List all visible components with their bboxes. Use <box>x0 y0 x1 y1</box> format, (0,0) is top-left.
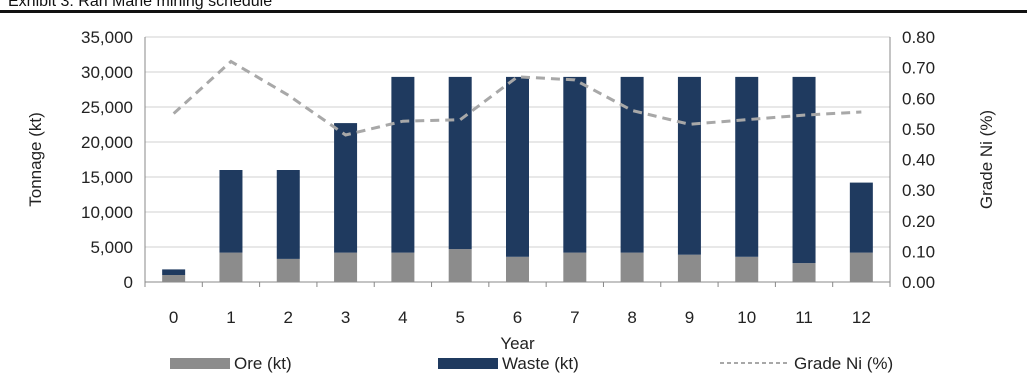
waste-bar <box>677 76 701 255</box>
ore-bar <box>334 252 358 282</box>
ore-bar <box>792 263 816 282</box>
waste-bar <box>563 76 587 253</box>
ore-bar <box>620 252 644 282</box>
grade-line <box>172 59 862 137</box>
x-tick-label: 3 <box>341 308 350 327</box>
legend-waste-swatch <box>438 358 498 369</box>
y2-axis-title: Grade Ni (%) <box>977 110 996 209</box>
ore-bar <box>735 256 759 282</box>
x-tick-label: 4 <box>398 308 407 327</box>
x-tick-label: 12 <box>852 308 871 327</box>
waste-bar <box>162 269 186 275</box>
x-tick-label: 9 <box>685 308 694 327</box>
legend-ore-label: Ore (kt) <box>234 354 292 373</box>
waste-bar <box>849 182 873 253</box>
ore-bar <box>506 256 529 282</box>
ore-bar <box>448 249 472 282</box>
y2-tick-label: 0.80 <box>902 28 935 47</box>
y2-tick-label: 0.30 <box>902 181 935 200</box>
ore-bar <box>276 258 300 282</box>
y2-tick-label: 0.60 <box>902 89 935 108</box>
y-tick-label: 35,000 <box>81 28 133 47</box>
y-tick-label: 0 <box>124 273 133 292</box>
waste-bar <box>276 170 300 259</box>
x-tick-label: 5 <box>455 308 464 327</box>
waste-bar <box>219 170 243 253</box>
y2-tick-label: 0.10 <box>902 242 935 261</box>
ore-bar <box>677 254 701 282</box>
x-tick-label: 7 <box>570 308 579 327</box>
x-tick-label: 8 <box>627 308 636 327</box>
waste-bar <box>391 76 415 253</box>
ore-bar <box>849 252 873 282</box>
waste-bar <box>735 76 759 257</box>
legend-grade-label: Grade Ni (%) <box>794 354 893 373</box>
legend-ore-swatch <box>170 358 230 369</box>
x-tick-label: 10 <box>737 308 756 327</box>
waste-bar <box>620 76 644 253</box>
y2-tick-label: 0.40 <box>902 151 935 170</box>
ore-bar <box>162 275 186 282</box>
x-tick-label: 6 <box>513 308 522 327</box>
y2-tick-label: 0.20 <box>902 212 935 231</box>
y-tick-label: 5,000 <box>90 238 133 257</box>
waste-bar <box>506 76 529 257</box>
x-tick-label: 0 <box>169 308 178 327</box>
x-tick-label: 11 <box>795 308 813 327</box>
waste-bar <box>448 76 472 250</box>
x-axis-title: Year <box>500 334 535 353</box>
y-tick-label: 20,000 <box>81 133 133 152</box>
y-axis-title: Tonnage (kt) <box>26 112 45 207</box>
y-tick-label: 25,000 <box>81 98 133 117</box>
y2-tick-label: 0.00 <box>902 273 935 292</box>
y2-tick-label: 0.70 <box>902 59 935 78</box>
y-tick-label: 30,000 <box>81 63 133 82</box>
x-tick-label: 2 <box>284 308 293 327</box>
waste-bar <box>792 76 816 264</box>
exhibit-title: Exhibit 3: Ran Marie mining schedule <box>8 0 273 10</box>
waste-bar <box>334 123 358 253</box>
y-tick-label: 15,000 <box>81 168 133 187</box>
title-rule <box>0 10 1027 13</box>
x-tick-label: 1 <box>226 308 235 327</box>
y2-tick-label: 0.50 <box>902 120 935 139</box>
legend-waste-label: Waste (kt) <box>502 354 579 373</box>
ore-bar <box>391 252 415 282</box>
ore-bar <box>563 252 587 282</box>
ore-bar <box>219 252 243 282</box>
y-tick-label: 10,000 <box>81 203 133 222</box>
